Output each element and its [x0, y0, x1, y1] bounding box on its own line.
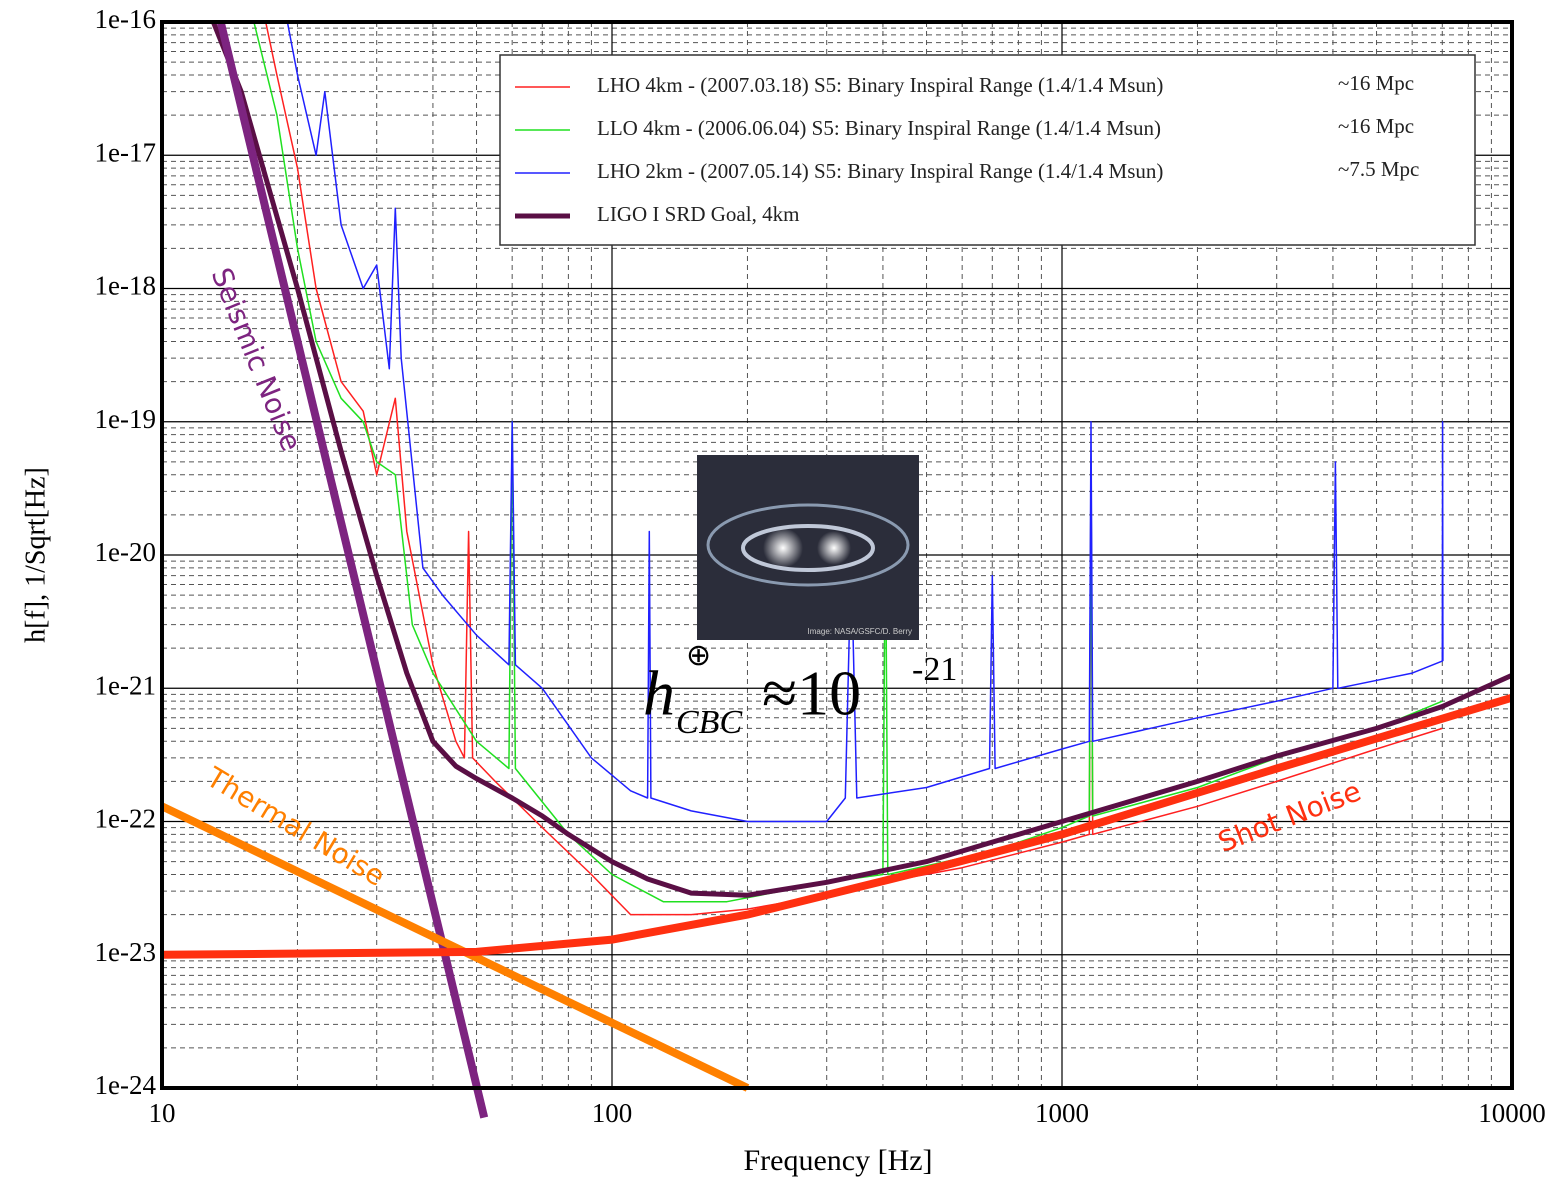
y-tick-label: 1e-22 [95, 804, 156, 834]
legend-range: ~16 Mpc [1338, 114, 1414, 138]
y-tick-label: 1e-16 [95, 4, 156, 34]
x-tick-label: 1000 [1035, 1098, 1089, 1128]
y-tick-label: 1e-19 [95, 404, 156, 434]
legend-label: LIGO I SRD Goal, 4km [597, 202, 799, 226]
formula-h: h [643, 658, 675, 729]
curves [160, 21, 1514, 1119]
legend: LHO 4km - (2007.03.18) S5: Binary Inspir… [499, 54, 1476, 246]
legend-label: LHO 2km - (2007.05.14) S5: Binary Inspir… [597, 159, 1163, 183]
legend-box [499, 54, 1476, 246]
formula-sup: ⊕ [686, 639, 711, 672]
y-tick-label: 1e-24 [95, 1070, 157, 1100]
x-axis-title: Frequency [Hz] [743, 1144, 932, 1177]
y-tick-label: 1e-17 [95, 137, 156, 167]
image-star [763, 528, 803, 568]
y-tick-label: 1e-21 [95, 670, 156, 700]
image-orbit [741, 524, 875, 572]
legend-range: ~16 Mpc [1338, 71, 1414, 95]
binary-image: Image: NASA/GSFC/D. Berry [697, 455, 919, 640]
noise-curves [160, 21, 1514, 1119]
legend-label: LHO 4km - (2007.03.18) S5: Binary Inspir… [597, 73, 1163, 97]
series-line [210, 22, 1512, 898]
noise-curve [161, 693, 1514, 959]
noise-curve [216, 21, 489, 1119]
x-tick-label: 10000 [1478, 1098, 1546, 1128]
noise-label: Shot Noise [1213, 774, 1365, 859]
x-tick-label: 100 [592, 1098, 633, 1128]
series-line [286, 22, 1444, 823]
formula-approx: ≈10 [762, 658, 861, 729]
noise-label: Seismic Noise [205, 263, 308, 456]
y-tick-label: 1e-20 [95, 537, 156, 567]
formula-sub: CBC [676, 704, 742, 741]
image-orbit [706, 503, 910, 587]
data-series [210, 22, 1512, 916]
image-credit: Image: NASA/GSFC/D. Berry [808, 627, 912, 636]
plot-frame [160, 20, 1514, 1090]
legend-range: ~7.5 Mpc [1338, 157, 1419, 181]
y-tick-label: 1e-23 [95, 937, 156, 967]
legend-label: LLO 4km - (2006.06.04) S5: Binary Inspir… [597, 116, 1161, 140]
noise-curve [160, 802, 750, 1092]
image-background [697, 455, 919, 640]
formula: h ⊕ CBC ≈10 -21 [643, 639, 957, 741]
y-axis-title: h[f], 1/Sqrt[Hz] [20, 467, 51, 643]
image-star [817, 531, 851, 565]
formula-exponent: -21 [912, 651, 957, 688]
x-tick-label: 10 [149, 1098, 176, 1128]
y-tick-label: 1e-18 [95, 271, 156, 301]
